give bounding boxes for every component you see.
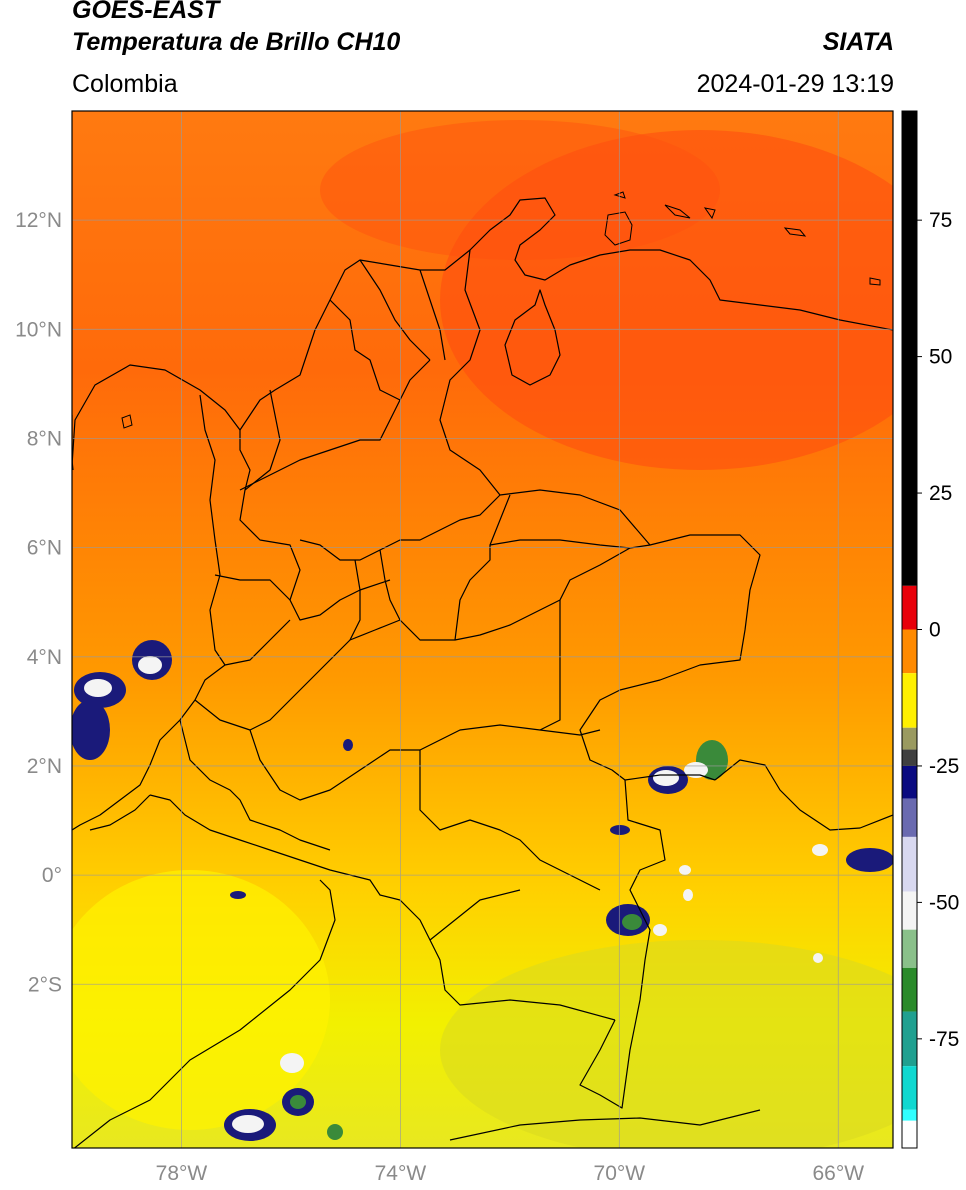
colombia-peru-border — [149, 794, 616, 1021]
colorbar-segment — [902, 798, 917, 837]
satellite-title: GOES-EAST — [72, 0, 220, 24]
dept-border-13 — [249, 729, 420, 801]
colorbar-segment — [902, 929, 917, 968]
colorbar-segment — [902, 765, 917, 799]
lon-label: 66°W — [812, 1162, 864, 1185]
colorbar-segment — [902, 673, 917, 728]
caribbean-coastline — [72, 197, 893, 466]
coordinate-grid — [72, 111, 893, 1148]
colorbar-segment — [902, 836, 917, 892]
dept-border-14 — [329, 259, 446, 401]
dept-border-9 — [239, 389, 391, 621]
dept-border-15 — [239, 430, 251, 491]
product-title: Temperatura de Brillo CH10 — [72, 28, 401, 56]
warm-zone-north — [440, 130, 893, 470]
colorbar-tick-label: 50 — [929, 346, 952, 369]
colorbar-tick-label: 0 — [929, 619, 941, 642]
colombia-ecuador-border — [89, 794, 151, 831]
lat-label: 2°N — [27, 755, 62, 778]
region-label: Colombia — [72, 70, 178, 98]
lon-label: 74°W — [375, 1162, 427, 1185]
colorbar-segment — [902, 967, 917, 1012]
colorbar-tick-label: -75 — [929, 1028, 959, 1051]
map-frame — [71, 110, 894, 1149]
dept-border-16 — [349, 549, 401, 641]
lat-label: 6°N — [27, 537, 62, 560]
lat-label: 0° — [42, 864, 62, 887]
border-southwest — [73, 879, 521, 1148]
colorbar-segment — [902, 891, 917, 930]
dept-border-11 — [194, 619, 401, 731]
lon-label: 70°W — [594, 1162, 646, 1185]
latitude-labels: 12°N 10°N 8°N 6°N 4°N 2°N 0° 2°S — [15, 209, 62, 996]
maracaibo-lake — [504, 289, 561, 386]
longitude-labels: 78°W 74°W 70°W 66°W — [156, 1162, 865, 1185]
colorbar-segment — [902, 1066, 917, 1110]
colorbar-segment — [902, 585, 917, 630]
colorbar-segment — [902, 1109, 917, 1121]
colorbar-segment — [902, 749, 917, 766]
datetime-label: 2024-01-29 13:19 — [696, 70, 894, 98]
dept-border-5 — [454, 599, 561, 641]
cool-zone-southeast — [440, 940, 893, 1148]
lat-label: 12°N — [15, 209, 62, 232]
dept-border-6 — [399, 494, 511, 641]
lat-label: 10°N — [15, 318, 62, 341]
lat-label: 4°N — [27, 646, 62, 669]
colorbar-segment — [902, 629, 917, 674]
colorbar-tick-label: 25 — [929, 482, 952, 505]
lon-label: 78°W — [156, 1162, 208, 1185]
pacific-coastline — [72, 394, 226, 831]
dept-border-8 — [239, 359, 431, 491]
colorbar-tick-label: -50 — [929, 891, 959, 914]
colorbar-segment — [902, 1120, 917, 1148]
dept-border-3 — [539, 600, 561, 731]
colorbar-segment — [902, 111, 917, 586]
colombia-venezuela-border — [439, 249, 761, 781]
colorbar-segment — [902, 727, 917, 750]
colorbar-segment — [902, 1011, 917, 1067]
brand-label: SIATA — [822, 28, 894, 56]
colorbar-ticks: 75 50 25 0 -25 -50 -75 — [917, 209, 959, 1051]
cloud-clusters — [72, 640, 893, 1141]
temperature-colorbar — [902, 111, 917, 1148]
country-borders — [72, 197, 893, 1148]
lat-label: 8°N — [27, 427, 62, 450]
dept-border-10 — [214, 574, 291, 666]
warm-zone-caribbean — [320, 120, 720, 260]
border-south-brazil — [449, 1109, 761, 1141]
cool-zone-southwest — [72, 870, 330, 1130]
lat-label: 2°S — [28, 973, 62, 996]
dept-border-2 — [419, 724, 601, 751]
colorbar-tick-label: 75 — [929, 209, 952, 232]
colombia-brazil-border — [579, 759, 893, 1109]
dept-border-12 — [179, 719, 331, 851]
colorbar-tick-label: -25 — [929, 755, 959, 778]
